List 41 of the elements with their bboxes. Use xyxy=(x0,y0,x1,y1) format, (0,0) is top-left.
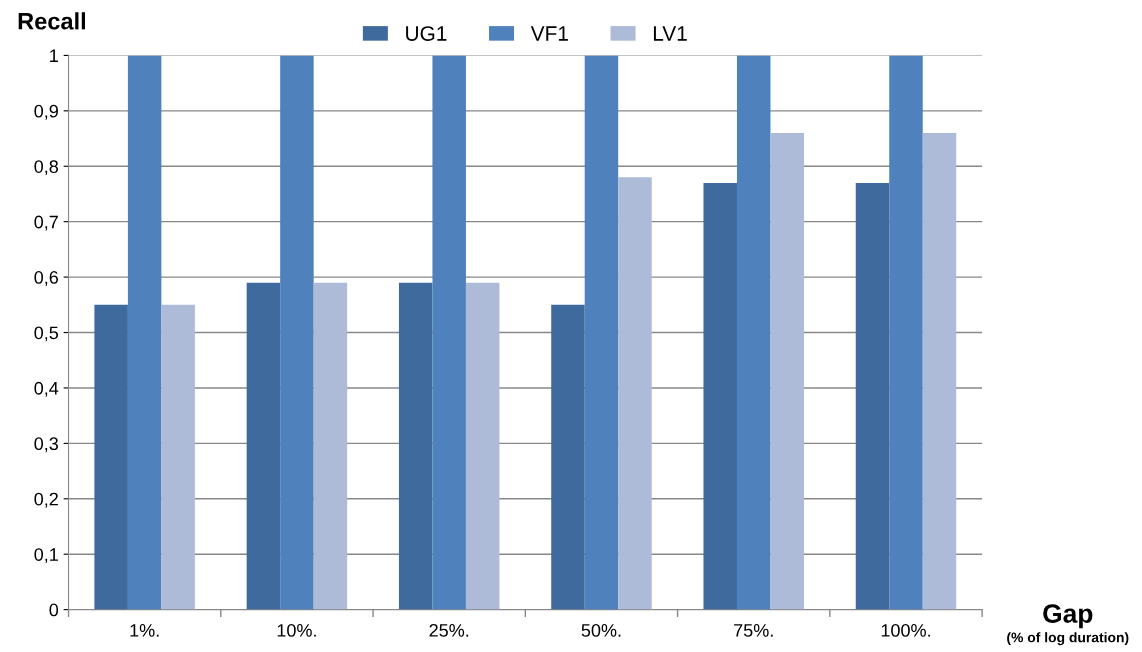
bar xyxy=(922,133,957,610)
bar xyxy=(584,55,619,610)
bar xyxy=(736,55,771,610)
bar xyxy=(398,282,433,610)
y-tick-label: 0,6 xyxy=(34,271,59,286)
bar xyxy=(127,55,162,610)
bar xyxy=(161,304,195,610)
y-tick-label: 0,8 xyxy=(34,160,59,176)
bar xyxy=(246,282,281,610)
x-tick-label: 100%. xyxy=(881,623,930,637)
y-tick-label: 0,5 xyxy=(34,326,59,342)
legend-label: LV1 xyxy=(653,26,687,41)
text: (% of log duration) xyxy=(1007,632,1129,646)
x-tick-label: 50%. xyxy=(581,623,621,637)
bar xyxy=(465,282,500,610)
bar xyxy=(770,133,804,610)
y-tick-label: 0,3 xyxy=(34,437,59,453)
bar xyxy=(94,304,128,610)
y-tick-label: 0,2 xyxy=(34,492,58,508)
x-tick-label: 75%. xyxy=(734,624,773,637)
x-tick-label: 1%. xyxy=(130,624,159,637)
x-axis-title: Gap xyxy=(1043,604,1093,629)
y-tick-label: 1 xyxy=(50,49,58,62)
bar xyxy=(618,177,652,610)
bar xyxy=(703,182,737,610)
bar xyxy=(551,304,585,610)
y-tick-label: 0,1 xyxy=(34,548,58,564)
bar xyxy=(889,55,923,610)
bar xyxy=(855,182,890,610)
y-tick-label: 0,4 xyxy=(34,381,59,397)
legend-label: VF1 xyxy=(530,26,568,41)
y-tick-label: 0 xyxy=(49,603,59,617)
bar xyxy=(432,55,466,610)
y-tick-label: 0,9 xyxy=(34,104,58,120)
bar xyxy=(280,55,314,610)
y-axis-title: Recall xyxy=(18,12,86,30)
legend-label: UG1 xyxy=(406,26,447,41)
y-tick-label: 0,7 xyxy=(34,215,58,231)
x-tick-label: 10%. xyxy=(277,623,316,637)
x-tick-label: 25%. xyxy=(429,623,469,637)
bar xyxy=(313,282,348,610)
